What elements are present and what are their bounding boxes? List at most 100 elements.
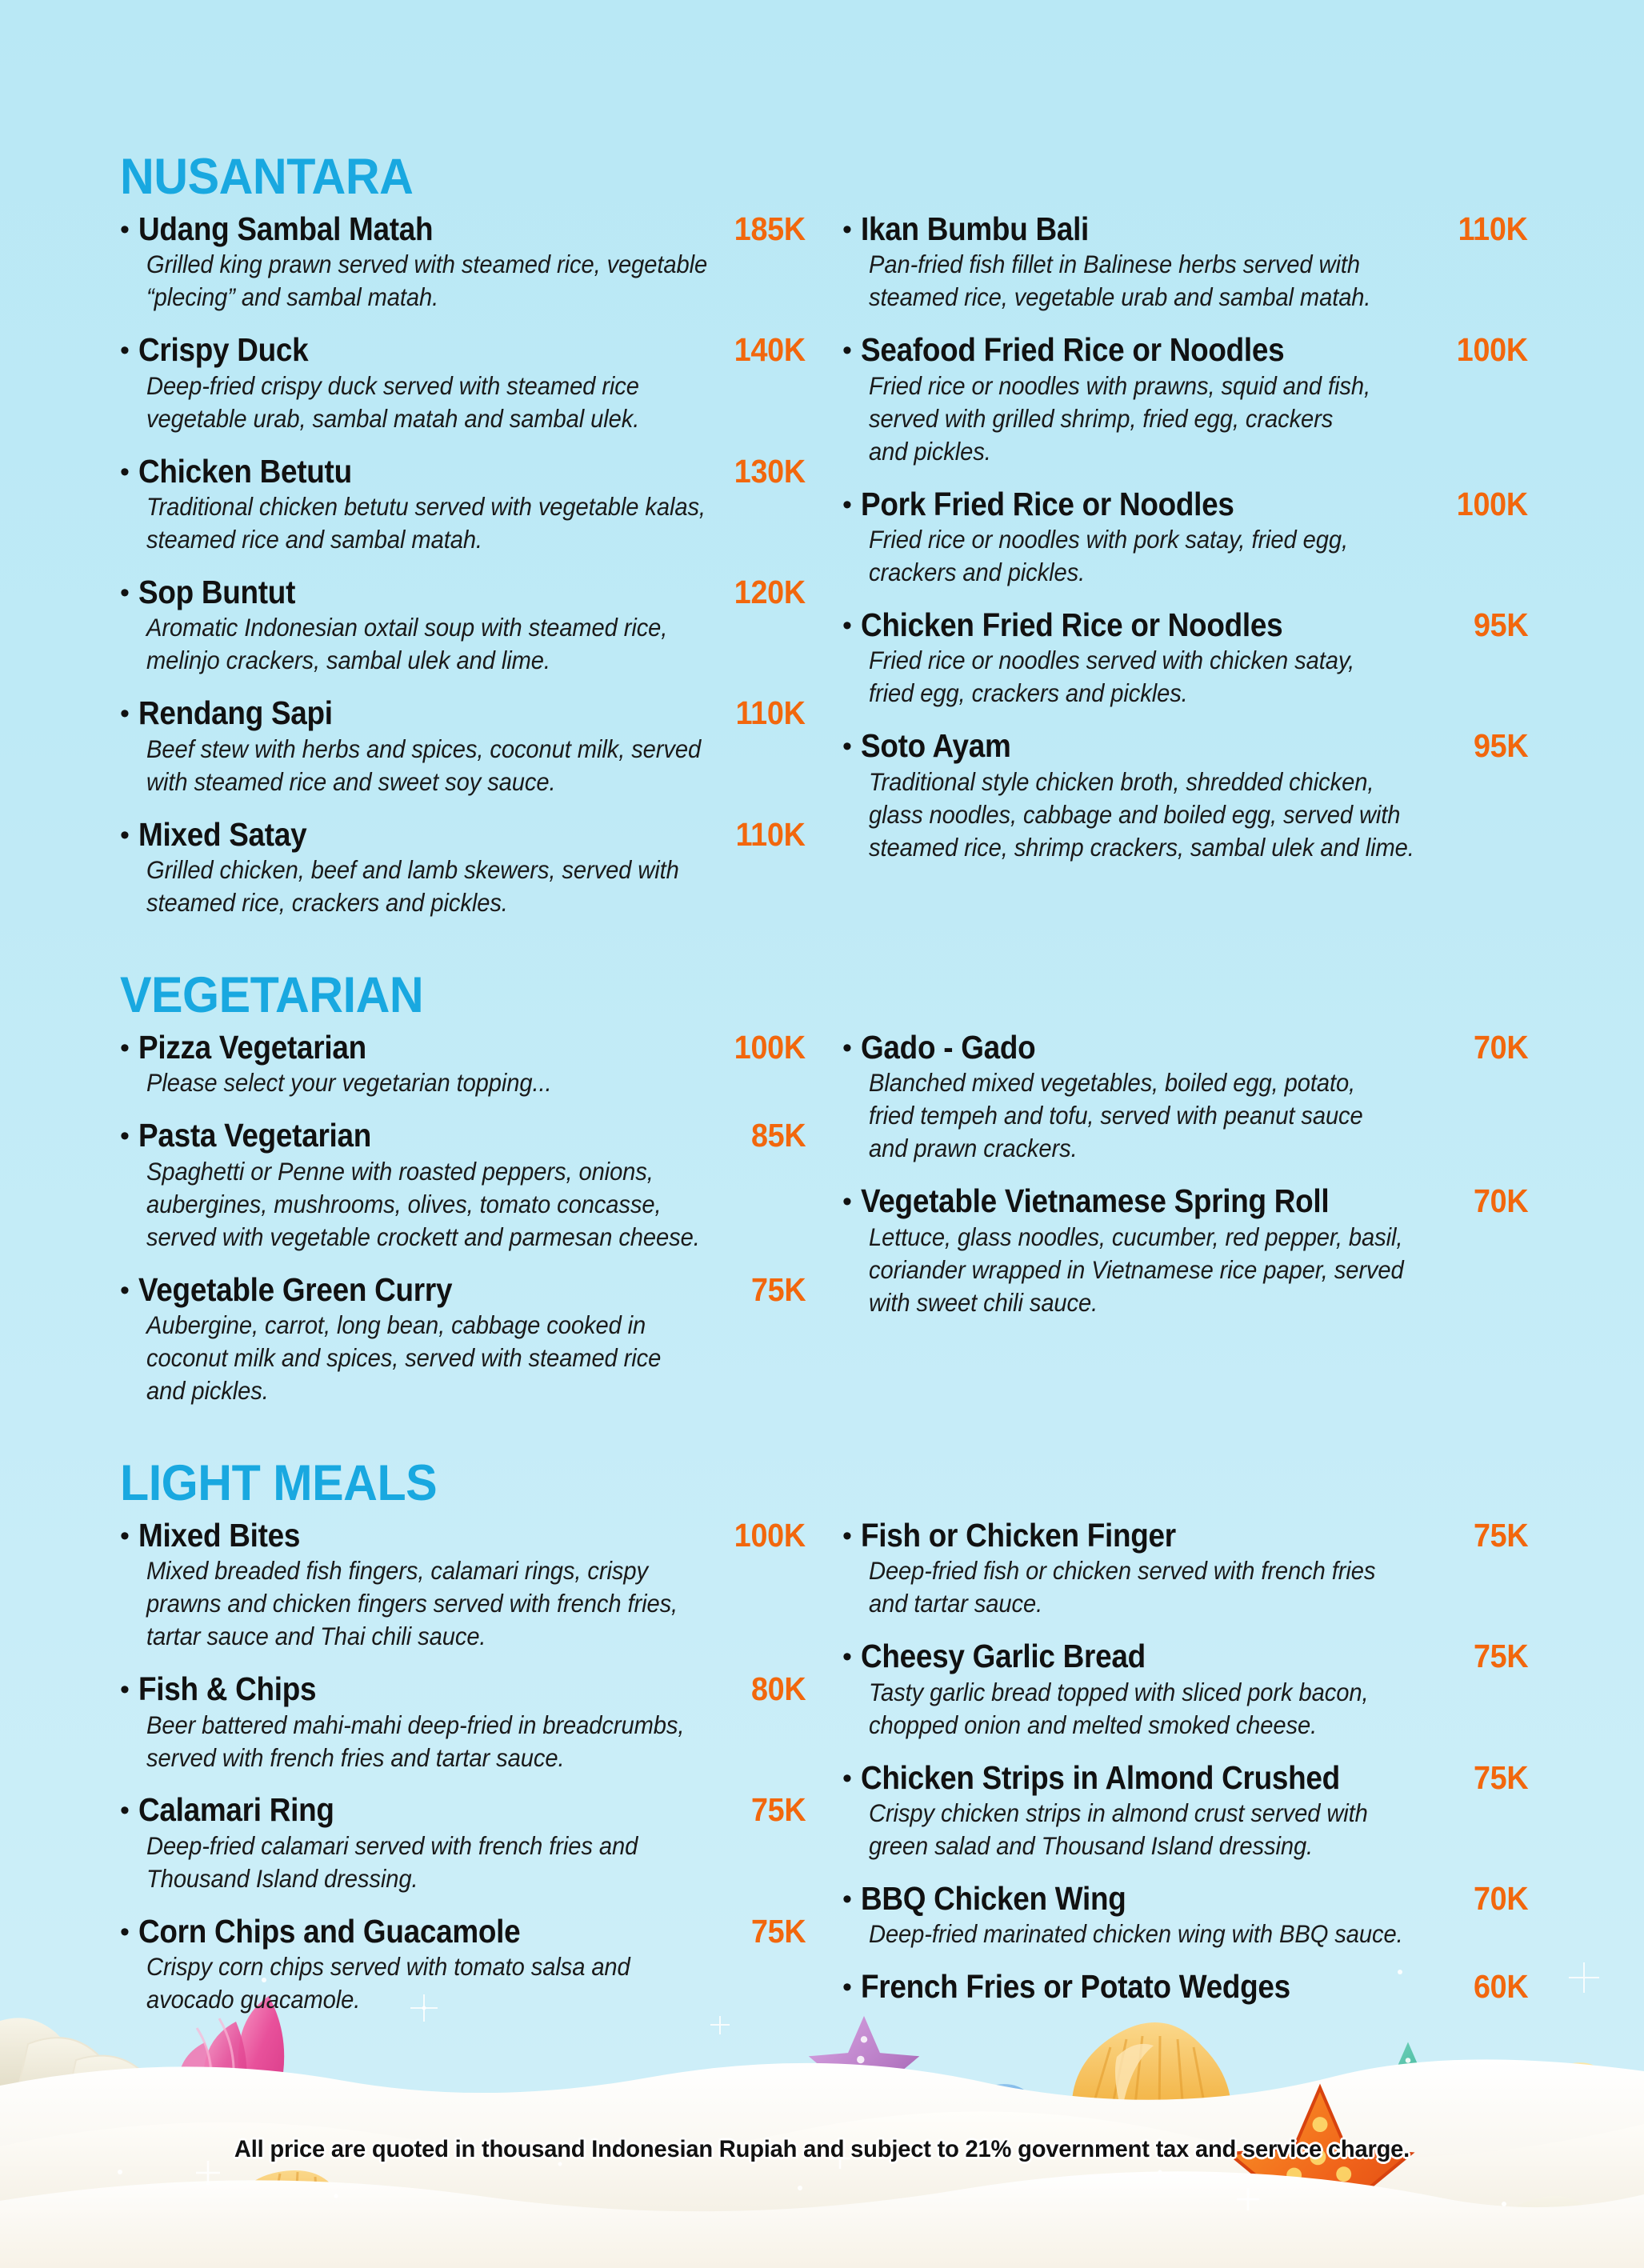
- menu-item: • Corn Chips and Guacamole 75K Crispy corn …: [120, 1914, 806, 2016]
- pink-starfish-small-icon: [125, 2199, 189, 2260]
- menu-item-name: Mixed Satay: [138, 815, 307, 853]
- menu-item-header: • Calamari Ring 75K: [120, 1793, 806, 1828]
- menu-item-name: Pork Fried Rice or Noodles: [860, 485, 1234, 522]
- menu-item-name: Pasta Vegetarian: [138, 1117, 371, 1154]
- section-title: NUSANTARA: [120, 149, 414, 205]
- menu-item-header: • Ikan Bumbu Bali 110K: [842, 210, 1528, 247]
- section-column-left: • Mixed Bites 100K Mixed breaded fish finge…: [120, 1518, 806, 2016]
- menu-item-header: • Sop Buntut 120K: [120, 574, 806, 610]
- section-column-right: • Ikan Bumbu Bali 110K Pan-fried fish fille…: [842, 210, 1529, 919]
- bullet-icon: •: [842, 731, 852, 762]
- menu-item-name: Pizza Vegetarian: [138, 1028, 366, 1066]
- teal-starfish-icon: [1363, 2042, 1453, 2126]
- orange-scallop-shell-icon: [1070, 2022, 1232, 2206]
- section-column-right: • Fish or Chicken Finger 75K Deep-fried fis…: [842, 1518, 1528, 2016]
- section-column-left: • Udang Sambal Matah 185K Grilled king praw…: [120, 210, 806, 919]
- menu-item: • Gado - Gado 70K Blanched mixed vegetables…: [842, 1030, 1528, 1165]
- menu-item: • Soto Ayam 95K Traditional style chicken b…: [842, 728, 1528, 863]
- menu-item-description: Deep-fried marinated chicken wing with B…: [869, 1919, 1403, 1949]
- menu-item-name: Gado - Gado: [860, 1028, 1036, 1066]
- menu-item-description: Pan-fried fish fillet in Balinese herbs …: [869, 250, 1371, 312]
- menu-item-price: 110K: [736, 815, 806, 853]
- menu-item-description: Mixed breaded fish fingers, calamari rin…: [146, 1556, 678, 1651]
- menu-item-description: Deep-fried crispy duck served with steam…: [146, 370, 640, 433]
- menu-item-header: • French Fries or Potato Wedges 60K: [842, 1968, 1529, 2006]
- bullet-icon: •: [120, 1795, 130, 1826]
- price-disclaimer: All price are quoted in thousand Indones…: [234, 2136, 1410, 2162]
- menu-item-name: Chicken Betutu: [138, 452, 352, 490]
- menu-item-description: Crispy chicken strips in almond crust se…: [869, 1798, 1368, 1860]
- menu-item-price: 75K: [750, 1912, 806, 1950]
- bullet-icon: •: [842, 335, 852, 366]
- menu-item-name: Cheesy Garlic Bread: [860, 1638, 1146, 1675]
- menu-item-name: Vegetable Vietnamese Spring Roll: [860, 1182, 1330, 1220]
- menu-item-header: • Vegetable Green Curry 75K: [120, 1270, 806, 1308]
- menu-item-header: • Soto Ayam 95K: [842, 728, 1528, 763]
- bullet-icon: •: [120, 1916, 130, 1947]
- sand-dune-front: [0, 2171, 1644, 2268]
- bullet-icon: •: [120, 1121, 130, 1152]
- menu-item-name: Corn Chips and Guacamole: [138, 1912, 521, 1950]
- menu-item: • Rendang Sapi 110K Beef stew with herbs an…: [120, 694, 806, 798]
- menu-item-price: 110K: [1458, 210, 1528, 247]
- menu-section: LIGHT MEALS • Mixed Bites 100K Mixed breaded…: [120, 1458, 1528, 2016]
- menu-item-price: 80K: [750, 1670, 806, 1708]
- menu-item-price: 85K: [750, 1117, 806, 1154]
- menu-item-description: Fried rice or noodles with prawns, squid…: [869, 370, 1371, 466]
- section-column-right: • Gado - Gado 70K Blanched mixed vegetables…: [842, 1030, 1528, 1407]
- bullet-icon: •: [120, 698, 130, 730]
- menu-item: • Sop Buntut 120K Aromatic Indonesian oxtai…: [120, 574, 806, 677]
- menu-item-price: 110K: [736, 694, 806, 732]
- bullet-icon: •: [842, 214, 852, 245]
- menu-item: • Pizza Vegetarian 100K Please select your …: [120, 1030, 806, 1099]
- menu-item-name: Fish or Chicken Finger: [860, 1516, 1176, 1554]
- menu-item-header: • Fish & Chips 80K: [120, 1670, 806, 1708]
- menu-item: • Calamari Ring 75K Deep-fried calamari ser…: [120, 1793, 806, 1894]
- menu-item-price: 100K: [734, 1028, 806, 1066]
- bullet-icon: •: [842, 1762, 852, 1794]
- menu-item-name: Udang Sambal Matah: [138, 210, 434, 247]
- menu-item-name: Chicken Strips in Almond Crushed: [860, 1758, 1340, 1796]
- menu-item: • Mixed Bites 100K Mixed breaded fish finge…: [120, 1518, 806, 1653]
- menu-item-header: • Pasta Vegetarian 85K: [120, 1118, 806, 1153]
- menu-item-price: 70K: [1473, 1028, 1529, 1066]
- menu-item-header: • Mixed Bites 100K: [120, 1518, 806, 1553]
- menu-item-price: 70K: [1473, 1182, 1529, 1220]
- menu-item-description: Grilled king prawn served with steamed r…: [146, 250, 708, 312]
- menu-item-header: • Chicken Fried Rice or Noodles 95K: [842, 606, 1529, 643]
- menu-item-price: 100K: [1456, 331, 1528, 369]
- menu-item-header: • Corn Chips and Guacamole 75K: [120, 1914, 806, 1949]
- menu-item-header: • Chicken Betutu 130K: [120, 454, 806, 489]
- section-columns: • Pizza Vegetarian 100K Please select your …: [120, 1030, 1528, 1407]
- section-column-left: • Pizza Vegetarian 100K Please select your …: [120, 1030, 806, 1407]
- bullet-icon: •: [842, 1186, 852, 1218]
- menu-item-price: 100K: [734, 1516, 806, 1554]
- menu-item-price: 60K: [1473, 1968, 1529, 2006]
- menu-item-description: Fried rice or noodles served with chicke…: [869, 646, 1355, 708]
- menu-item-price: 75K: [1473, 1516, 1529, 1554]
- menu-item-description: Traditional chicken betutu served with v…: [146, 492, 706, 554]
- menu-item-header: • BBQ Chicken Wing 70K: [842, 1881, 1528, 1916]
- bullet-icon: •: [842, 1520, 852, 1551]
- bullet-icon: •: [120, 335, 130, 366]
- menu-item-name: Mixed Bites: [138, 1516, 300, 1554]
- menu-item-header: • Mixed Satay 110K: [120, 815, 806, 853]
- menu-item-price: 95K: [1473, 606, 1529, 643]
- menu-item-description: Fried rice or noodles with pork satay, f…: [869, 525, 1349, 586]
- menu-item-description: Beef stew with herbs and spices, coconut…: [146, 734, 702, 796]
- menu-item-header: • Chicken Strips in Almond Crushed 75K: [842, 1758, 1529, 1796]
- menu-item: • Pasta Vegetarian 85K Spaghetti or Penne w…: [120, 1118, 806, 1253]
- menu-item-description: Spaghetti or Penne with roasted peppers,…: [146, 1156, 700, 1251]
- cream-shell-cluster-icon: [0, 2018, 185, 2153]
- menu-item-name: Vegetable Green Curry: [138, 1270, 453, 1308]
- bullet-icon: •: [120, 214, 130, 245]
- bullet-icon: •: [120, 577, 130, 608]
- menu-item-description: Traditional style chicken broth, shredde…: [869, 766, 1414, 862]
- menu-item-header: • Pork Fried Rice or Noodles 100K: [842, 485, 1528, 522]
- menu-item-price: 75K: [1473, 1758, 1529, 1796]
- menu-item-price: 75K: [1473, 1638, 1529, 1675]
- menu-item-price: 140K: [734, 331, 806, 369]
- menu-item-header: • Vegetable Vietnamese Spring Roll 70K: [842, 1182, 1529, 1220]
- menu-item-description: Aubergine, carrot, long bean, cabbage co…: [146, 1310, 662, 1405]
